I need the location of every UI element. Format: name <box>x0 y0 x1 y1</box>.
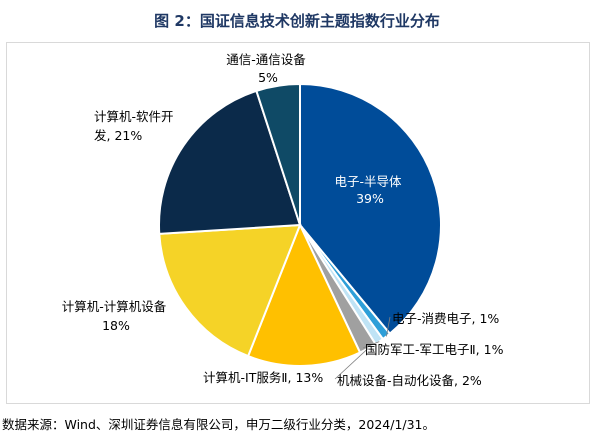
label-it-services: 计算机-IT服务Ⅱ, 13% <box>203 370 323 385</box>
label-consumer-electronics-name: 电子-消费电子 <box>392 311 472 326</box>
label-semiconductor-name: 电子-半导体 <box>335 174 403 189</box>
label-software-name: 计算机-软件开 <box>94 109 174 124</box>
pie-slice-computer-equipment <box>158 223 302 358</box>
label-automation-equipment-pct: 2% <box>462 373 482 388</box>
label-automation-equipment-name: 机械设备-自动化设备 <box>337 373 455 388</box>
pie-slice-software <box>158 89 302 235</box>
chart-frame <box>6 42 590 404</box>
label-military-electronics: 国防军工-军工电子Ⅱ, 1% <box>365 342 504 357</box>
pie-slice-telecom-equipment <box>255 82 301 226</box>
label-semiconductor-pct: 39% <box>356 191 384 206</box>
label-consumer-electronics: 电子-消费电子, 1% <box>392 311 499 326</box>
leader-line-consumer-electronics <box>386 316 391 337</box>
label-automation-equipment: 机械设备-自动化设备, 2% <box>337 373 482 388</box>
label-telecom-equipment-name: 通信-通信设备 <box>226 52 306 67</box>
pie-slice-it-services <box>246 222 362 367</box>
label-software-tail: 发, <box>94 128 114 143</box>
label-software-pct: 21% <box>114 128 142 143</box>
label-computer-equipment: 计算机-计算机设备 18% <box>62 299 171 333</box>
label-military-electronics-pct: 1% <box>484 342 504 357</box>
label-military-electronics-name: 国防军工-军工电子Ⅱ <box>365 342 476 357</box>
label-telecom-equipment: 通信-通信设备 5% <box>226 52 310 85</box>
label-it-services-name: 计算机-IT服务Ⅱ <box>203 370 288 385</box>
leader-line-automation-equipment <box>334 348 369 380</box>
label-software: 计算机-软件开 发, 21% <box>94 109 178 143</box>
label-it-services-pct: 13% <box>295 370 323 385</box>
label-computer-equipment-name: 计算机-计算机设备 <box>62 299 167 314</box>
chart-title: 图 2：国证信息技术创新主题指数行业分布 <box>154 12 440 30</box>
label-semiconductor: 电子-半导体 39% <box>335 174 406 206</box>
label-consumer-electronics-pct: 1% <box>479 311 499 326</box>
label-computer-equipment-pct: 18% <box>102 318 130 333</box>
data-source-note: 数据来源：Wind、深圳证券信息有限公司，申万二级行业分类，2024/1/31。 <box>2 417 436 432</box>
label-telecom-equipment-pct: 5% <box>258 70 278 85</box>
leader-line-military-electronics <box>362 341 380 349</box>
pie-slice-semiconductor <box>299 82 442 336</box>
